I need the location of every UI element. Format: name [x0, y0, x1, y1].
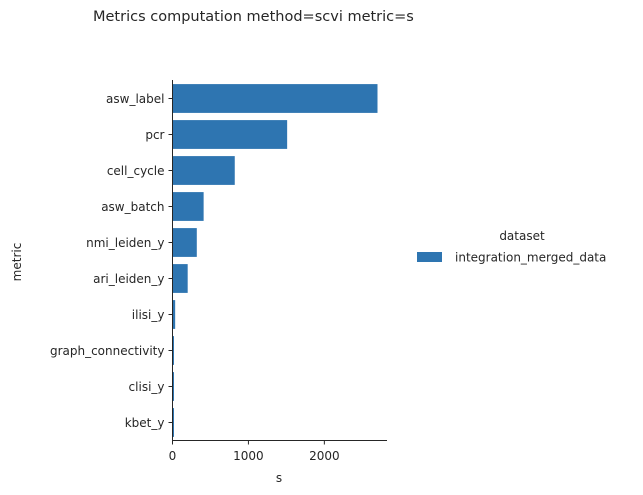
x-axis-label: s: [276, 471, 282, 485]
y-tick-label: cell_cycle: [107, 164, 165, 178]
bar-pcr: [172, 120, 288, 149]
y-tick-label: kbet_y: [125, 416, 165, 430]
chart-title: Metrics computation method=scvi metric=s: [93, 9, 414, 25]
x-tick-label: 0: [169, 449, 177, 463]
bar-graph-connectivity: [172, 336, 174, 365]
x-axis-ticks: 0 1000 2000: [169, 440, 340, 463]
x-tick-label: 2000: [309, 449, 340, 463]
bars-group: [172, 84, 378, 437]
bar-kbet-y: [172, 408, 174, 437]
x-tick-label: 1000: [233, 449, 264, 463]
bar-asw-label: [172, 84, 378, 113]
y-tick-label: clisi_y: [129, 380, 165, 394]
legend: dataset integration_merged_data: [417, 229, 606, 265]
y-tick-label: nmi_leiden_y: [86, 236, 164, 250]
y-tick-label: pcr: [145, 128, 164, 142]
bar-asw-batch: [172, 192, 204, 221]
legend-title: dataset: [499, 229, 545, 243]
bar-nmi-leiden-y: [172, 228, 197, 257]
bar-ilisi-y: [172, 300, 176, 329]
bar-clisi-y: [172, 372, 174, 401]
legend-label: integration_merged_data: [455, 251, 606, 265]
y-tick-label: graph_connectivity: [50, 344, 165, 358]
y-tick-label: asw_batch: [101, 200, 164, 214]
y-tick-label: asw_label: [106, 92, 164, 106]
y-tick-label: ilisi_y: [132, 308, 165, 322]
y-tick-label: ari_leiden_y: [93, 272, 164, 286]
bar-ari-leiden-y: [172, 264, 188, 293]
bar-cell-cycle: [172, 156, 235, 185]
legend-swatch: [417, 252, 442, 262]
y-axis-label: metric: [10, 243, 24, 282]
